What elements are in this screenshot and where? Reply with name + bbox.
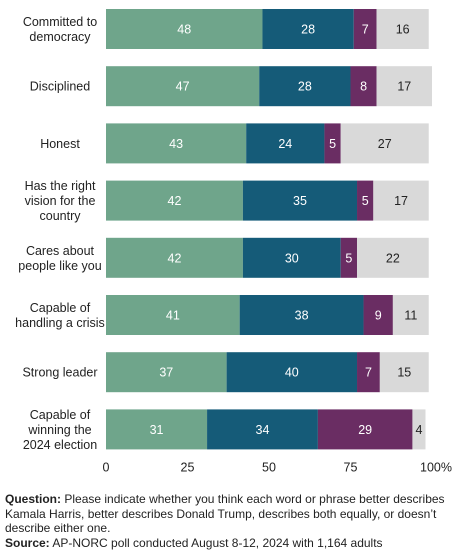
bar-segment [324, 123, 341, 164]
bar-value-label: 5 [345, 251, 352, 265]
bar-value-label: 34 [256, 423, 270, 437]
bar-segment [106, 295, 240, 335]
category-labels: Committed to democracy Disciplined Honest Ha… [15, 15, 105, 452]
bar-segment [350, 66, 377, 107]
bar-value-label: 15 [397, 366, 411, 380]
bar-value-label: 24 [278, 137, 292, 151]
bar-value-label: 7 [365, 366, 372, 380]
bar-segment [363, 295, 393, 335]
bar-segment [262, 9, 354, 49]
bar-segment [259, 66, 351, 107]
bar-segment [317, 409, 413, 450]
bar-value-label: 42 [168, 251, 182, 265]
bar-value-label: 11 [404, 309, 417, 323]
bar-value-label: 48 [177, 23, 191, 37]
bar-segment [106, 409, 208, 450]
bar-value-label: 38 [295, 309, 309, 323]
bar-segment [376, 9, 429, 49]
x-tick-label: 100% [420, 460, 452, 474]
bar-value-label: 43 [169, 137, 183, 151]
bar-segment [242, 180, 358, 221]
category-label: Committed to democracy [23, 15, 97, 44]
bar-value-label: 22 [386, 251, 400, 265]
bar-segment [106, 123, 247, 164]
x-tick-label: 75 [344, 460, 358, 474]
bar-segment [242, 237, 341, 278]
bar-segment [353, 9, 377, 49]
category-label: Cares about people like you [18, 244, 101, 273]
bar-segment [379, 352, 429, 393]
bar-value-label: 28 [301, 23, 315, 37]
question-label: Question: [5, 492, 61, 506]
bar-segment [373, 180, 429, 221]
bar-value-label: 5 [329, 137, 336, 151]
bar-value-label: 40 [285, 366, 299, 380]
category-label: Capable of handling a crisis [15, 301, 105, 330]
bar-value-label: 17 [397, 80, 411, 94]
bar-value-label: 8 [360, 80, 367, 94]
bar-segment [376, 66, 432, 107]
category-label: Honest [40, 137, 80, 151]
bar-value-label: 31 [150, 423, 164, 437]
bar-segment [226, 352, 358, 393]
bar-value-label: 28 [298, 80, 312, 94]
x-axis-ticks: 0 25 50 75 100% [103, 460, 452, 474]
source-text: AP-NORC poll conducted August 8-12, 2024… [52, 535, 383, 550]
bar-segment [340, 123, 429, 164]
bar-segment [207, 409, 318, 450]
bar-value-label: 37 [159, 366, 173, 380]
source-note: Source: AP-NORC poll conducted August 8-… [5, 536, 453, 550]
x-tick-label: 0 [103, 460, 110, 474]
bar-segment [106, 9, 263, 49]
bar-segment [106, 180, 243, 221]
bar-value-label: 47 [176, 80, 190, 94]
bar-segment [357, 180, 374, 221]
bar-value-label: 4 [415, 423, 422, 437]
bar-value-label: 30 [285, 251, 299, 265]
category-label: Capable of winning the 2024 election [23, 408, 97, 452]
bar-segment [239, 295, 364, 335]
bar-value-label: 35 [293, 194, 307, 208]
bar-value-label: 9 [375, 309, 382, 323]
bar-value-label: 16 [396, 23, 410, 37]
bar-segment [392, 295, 429, 335]
bar-segment [106, 352, 227, 393]
bar-value-label: 42 [168, 194, 182, 208]
bar-value-label: 27 [378, 137, 392, 151]
bar-segment [106, 237, 243, 278]
question-note: Question: Please indicate whether you th… [5, 492, 453, 536]
source-label: Source: [5, 535, 50, 550]
bar-segment [106, 66, 260, 107]
x-tick-label: 50 [262, 460, 276, 474]
bar-segment [412, 409, 426, 450]
chart-notes: Question: Please indicate whether you th… [5, 492, 453, 550]
question-text: Please indicate whether you think each w… [5, 492, 445, 535]
bar-segment [357, 352, 380, 393]
bar-value-label: 7 [362, 23, 369, 37]
bar-value-label: 5 [362, 194, 369, 208]
bar-value-label: 17 [394, 194, 408, 208]
category-label: Has the right vision for the country [25, 179, 96, 223]
x-tick-label: 25 [181, 460, 195, 474]
bar-segment [357, 237, 429, 278]
category-label: Disciplined [30, 80, 90, 94]
bar-segment [246, 123, 325, 164]
bar-segment [340, 237, 358, 278]
bar-value-label: 29 [358, 423, 372, 437]
bar-value-label: 41 [166, 309, 180, 323]
category-label: Strong leader [22, 366, 97, 380]
